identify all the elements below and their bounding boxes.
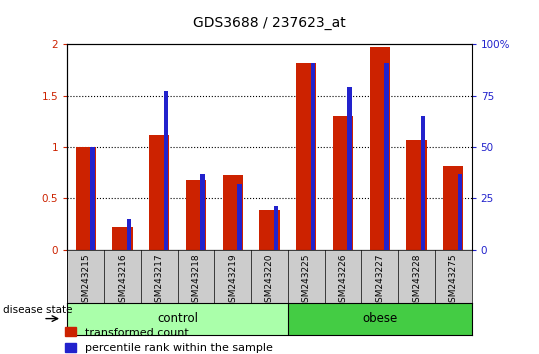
Bar: [237, 184, 241, 250]
Bar: [164, 91, 168, 250]
Text: GSM243218: GSM243218: [191, 254, 201, 308]
Text: GSM243220: GSM243220: [265, 254, 274, 308]
Bar: [443, 166, 464, 250]
Text: GSM243215: GSM243215: [81, 254, 90, 308]
Bar: [67, 303, 288, 335]
Bar: [223, 175, 243, 250]
Bar: [421, 116, 425, 250]
Text: GSM243217: GSM243217: [155, 254, 164, 308]
Bar: [75, 147, 96, 250]
Text: control: control: [157, 312, 198, 325]
Bar: [310, 63, 315, 250]
Bar: [370, 47, 390, 250]
Text: GSM243275: GSM243275: [449, 254, 458, 308]
Bar: [348, 87, 352, 250]
Bar: [274, 206, 278, 250]
Text: GSM243228: GSM243228: [412, 254, 421, 308]
Bar: [113, 227, 133, 250]
Text: GSM243226: GSM243226: [338, 254, 348, 308]
Text: GDS3688 / 237623_at: GDS3688 / 237623_at: [193, 16, 346, 30]
Bar: [90, 147, 94, 250]
Text: obese: obese: [362, 312, 397, 325]
Text: GSM243225: GSM243225: [302, 254, 311, 308]
Text: disease state: disease state: [3, 305, 72, 315]
Text: GSM243227: GSM243227: [375, 254, 384, 308]
Bar: [127, 219, 132, 250]
Text: GSM243219: GSM243219: [228, 254, 237, 308]
Bar: [296, 63, 316, 250]
Bar: [458, 173, 462, 250]
Bar: [384, 63, 389, 250]
Bar: [186, 180, 206, 250]
Bar: [149, 135, 169, 250]
Legend: transformed count, percentile rank within the sample: transformed count, percentile rank withi…: [65, 327, 273, 353]
Bar: [406, 140, 426, 250]
Text: GSM243216: GSM243216: [118, 254, 127, 308]
Bar: [201, 173, 205, 250]
Bar: [333, 116, 353, 250]
Bar: [288, 303, 472, 335]
Bar: [259, 210, 280, 250]
